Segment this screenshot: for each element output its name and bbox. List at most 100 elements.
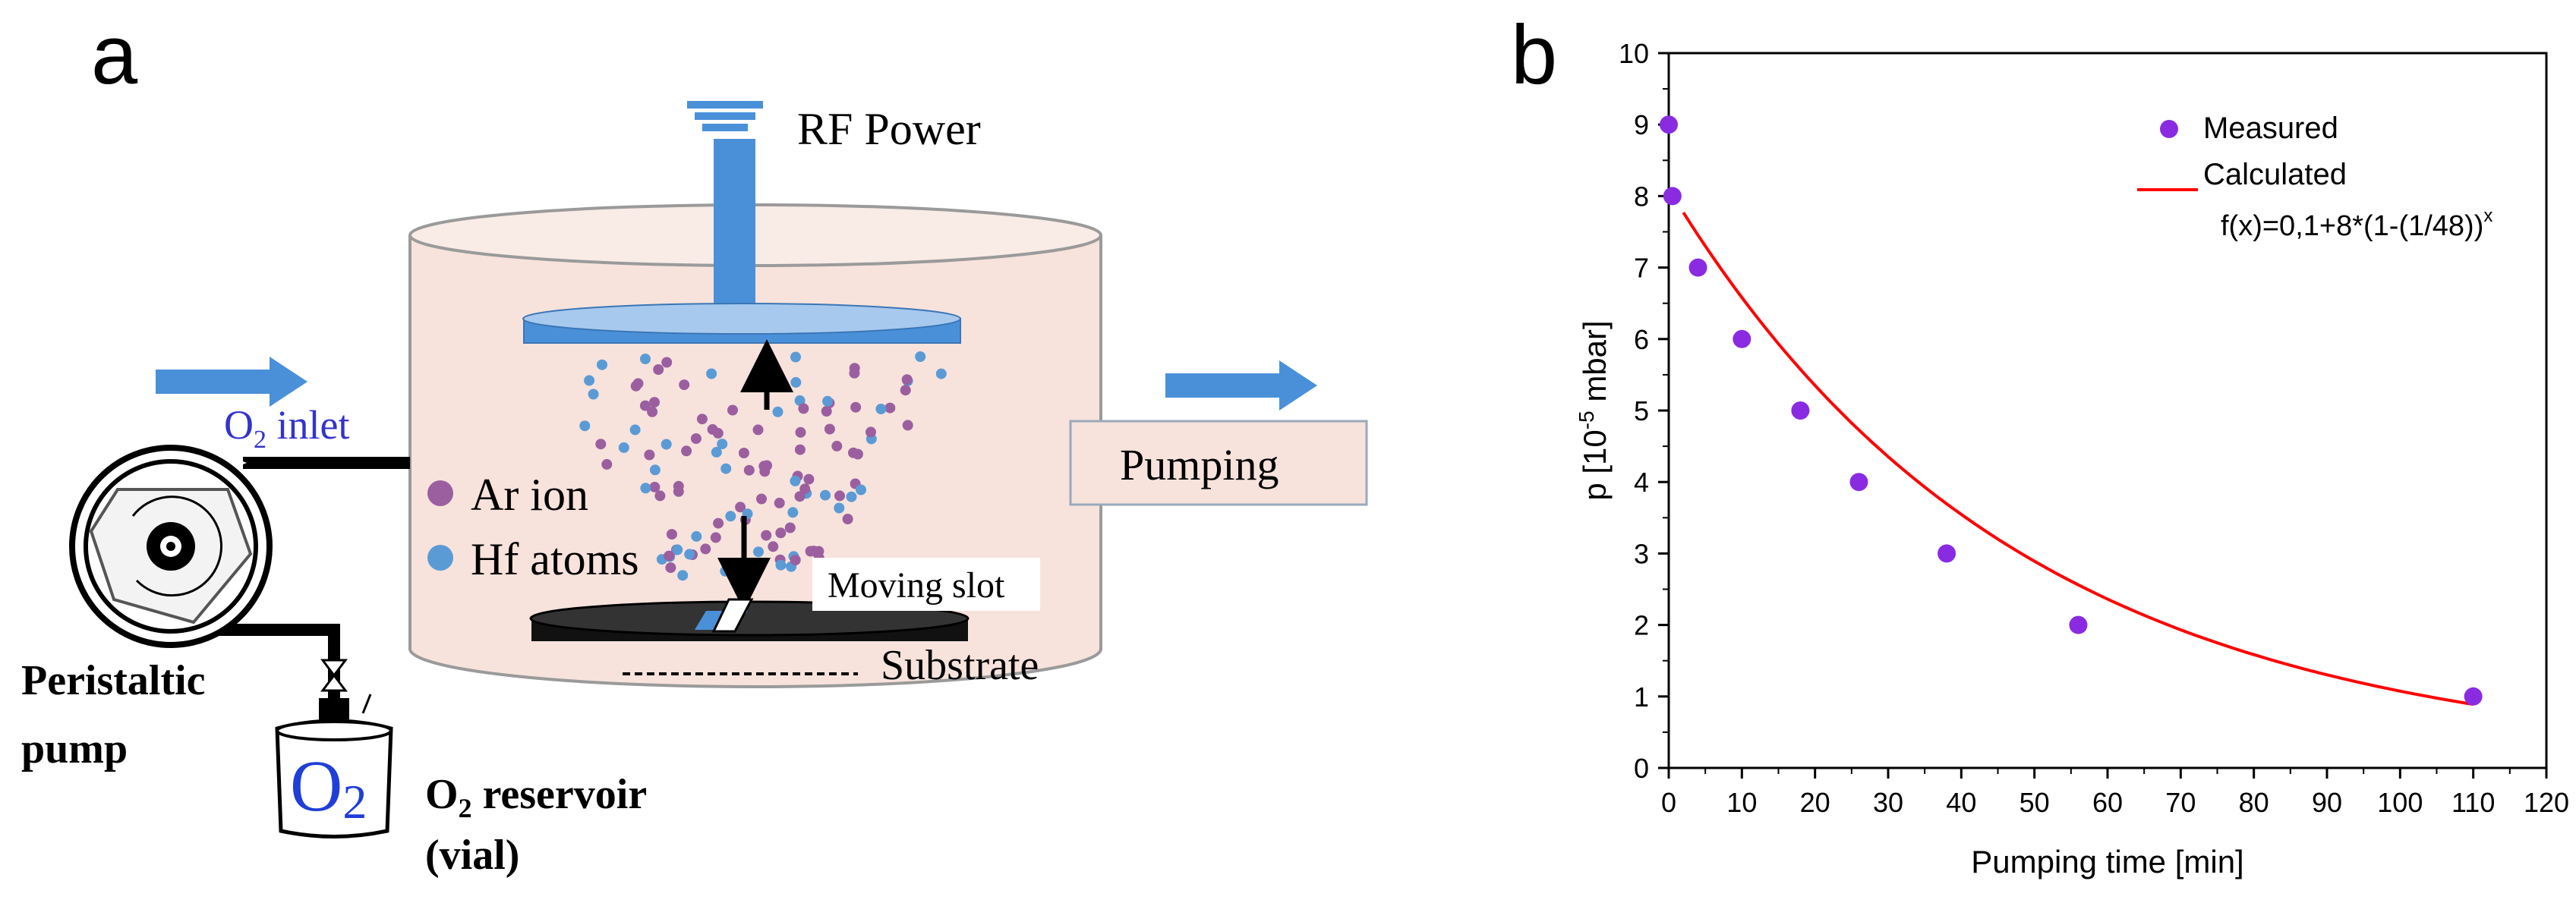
rf-feed	[687, 101, 763, 321]
ar-ion	[712, 427, 724, 439]
peristaltic-pump	[69, 445, 273, 648]
x-tick-label: 30	[1873, 787, 1903, 818]
hf-atom	[649, 464, 661, 476]
ar-ion	[784, 522, 796, 533]
hf-atom	[787, 507, 799, 518]
x-tick-label: 90	[2312, 787, 2342, 818]
ar-ion	[632, 378, 644, 389]
x-tick-label: 0	[1661, 787, 1676, 818]
ar-ion	[761, 460, 773, 471]
ar-ion	[654, 490, 666, 502]
ar-ion	[803, 474, 815, 485]
ar-ion	[710, 532, 721, 543]
measured-point	[1660, 115, 1678, 134]
ar-ion	[738, 448, 749, 458]
measured-point	[1938, 544, 1956, 563]
hf-atom	[684, 549, 695, 560]
moving-slot-box	[812, 558, 1040, 611]
moving-slot-label: Moving slot	[828, 565, 1005, 606]
inlet-arrow	[156, 357, 307, 407]
panel-a-label: a	[91, 8, 138, 102]
ar-ion	[700, 543, 711, 555]
hf-atom	[640, 483, 651, 494]
hf-atom	[775, 559, 787, 571]
hf-atom	[711, 446, 722, 458]
target-electrode	[522, 303, 961, 344]
ar-ion	[696, 414, 708, 425]
y-tick-label: 3	[1634, 538, 1649, 569]
measured-point	[1849, 473, 1868, 492]
ar-ion	[649, 481, 661, 492]
valve	[320, 659, 372, 714]
hf-atom	[856, 484, 866, 496]
ar-ion	[649, 397, 660, 408]
measured-point	[1733, 329, 1751, 348]
ar-ion	[644, 449, 655, 461]
measured-point	[1663, 187, 1682, 206]
hf-atom	[720, 463, 732, 474]
y-tick-label: 4	[1634, 467, 1649, 498]
y-tick-label: 8	[1634, 181, 1649, 212]
hf-atom-legend-dot	[427, 545, 453, 571]
ar-ion	[850, 401, 862, 413]
y-tick-label: 1	[1634, 681, 1649, 713]
ar-ion	[902, 420, 913, 431]
x-tick-label: 20	[1800, 787, 1830, 818]
x-tick-label: 110	[2451, 787, 2495, 818]
ar-ion	[761, 530, 772, 541]
reservoir-label-line1: O2 reservoir	[425, 771, 647, 823]
hf-atom	[790, 475, 801, 486]
ar-ion	[821, 406, 832, 417]
pumping-port: Pumping	[1069, 420, 1368, 506]
ar-ion	[834, 490, 845, 502]
hf-atom	[822, 395, 833, 407]
ar-ion	[900, 385, 911, 396]
ar-ion	[794, 444, 806, 455]
ar-ion	[790, 555, 801, 565]
y-tick-label: 0	[1634, 753, 1649, 784]
ar-ion	[690, 433, 702, 444]
ar-ion	[595, 439, 607, 450]
y-axis-ticks: 0 1 2 3 4 5 6 7 8 9 10	[1619, 38, 1669, 784]
ar-ion	[653, 364, 664, 375]
ar-ion	[824, 423, 835, 435]
hf-atom	[875, 404, 887, 414]
measured-points	[1660, 115, 2483, 706]
ar-ion	[852, 448, 863, 460]
hf-atom	[794, 395, 806, 406]
measured-point	[2069, 615, 2088, 634]
y-tick-label: 5	[1634, 395, 1649, 426]
hf-atom	[834, 502, 845, 514]
legend-measured-label: Measured	[2203, 112, 2338, 145]
ar-ion	[727, 404, 738, 416]
hf-atom	[846, 491, 857, 502]
ar-ion	[849, 367, 860, 379]
x-axis-title: Pumping time [min]	[1971, 844, 2243, 879]
x-tick-label: 70	[2165, 787, 2196, 818]
ar-ion	[805, 546, 816, 557]
x-tick-label: 120	[2524, 787, 2569, 818]
x-tick-label: 80	[2239, 787, 2269, 818]
ar-ion	[735, 502, 746, 513]
hf-atom	[661, 439, 672, 450]
y-tick-label: 7	[1634, 253, 1649, 284]
ar-ion	[794, 491, 806, 502]
pump-label-line1: Peristaltic	[21, 657, 206, 704]
reservoir-label-line2: (vial)	[425, 832, 519, 879]
hf-atom	[720, 565, 731, 577]
x-tick-label: 50	[2019, 787, 2050, 818]
measured-point	[1688, 258, 1707, 277]
hf-atom	[915, 351, 926, 362]
pumping-label: Pumping	[1120, 440, 1279, 489]
hf-atom	[753, 546, 764, 558]
o2-inlet-label: O2 inlet	[224, 402, 349, 454]
ar-ion	[756, 493, 767, 505]
hf-atom	[588, 389, 599, 400]
ar-ion	[775, 527, 787, 539]
panel-b: b 0 10 20 30 40 50 60 70 80 90 100 110 120 0 1 2 3 4 5 6 7 8…	[1511, 8, 2569, 879]
ar-ion	[752, 424, 764, 436]
ar-ion	[799, 483, 811, 495]
ar-ion-legend-dot	[427, 480, 453, 506]
ar-ion	[601, 458, 613, 470]
plasma-particles	[579, 351, 947, 581]
